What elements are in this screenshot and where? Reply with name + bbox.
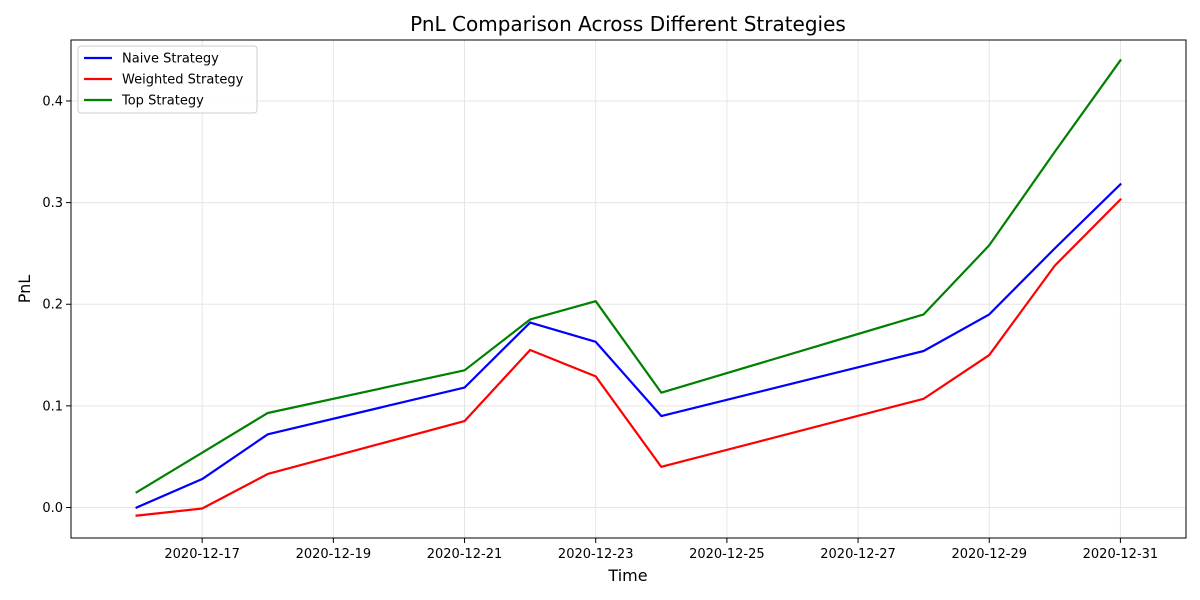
x-tick-label: 2020-12-23 [558, 547, 634, 562]
y-tick-label: 0.4 [42, 94, 63, 109]
y-axis-label: PnL [15, 275, 34, 304]
x-tick-label: 2020-12-29 [951, 547, 1027, 562]
x-tick-label: 2020-12-27 [820, 547, 896, 562]
series-lines [135, 58, 1122, 517]
y-tick-label: 0.3 [42, 196, 63, 211]
series-line-2 [135, 58, 1122, 494]
x-tick-label: 2020-12-17 [164, 547, 240, 562]
legend-label: Top Strategy [121, 94, 204, 109]
legend-label: Weighted Strategy [122, 73, 244, 88]
y-tick-label: 0.0 [42, 501, 63, 516]
grid-lines [71, 40, 1186, 538]
series-line-0 [135, 182, 1122, 509]
x-tick-label: 2020-12-25 [689, 547, 765, 562]
y-tick-label: 0.2 [42, 298, 63, 313]
plot-area-frame [70, 39, 1187, 539]
legend: Naive Strategy Weighted Strategy Top Strat… [77, 45, 258, 114]
chart-title: PnL Comparison Across Different Strategi… [410, 12, 846, 36]
legend-label: Naive Strategy [122, 52, 219, 67]
y-axis-ticks: 0.0 0.1 0.2 0.3 0.4 [42, 94, 71, 516]
legend-box [77, 45, 258, 114]
x-tick-label: 2020-12-31 [1083, 547, 1159, 562]
x-axis-ticks: 2020-12-17 2020-12-19 2020-12-21 2020-12-23… [164, 538, 1158, 562]
series-line-1 [135, 198, 1122, 517]
x-tick-label: 2020-12-19 [296, 547, 372, 562]
x-axis-label: Time [607, 566, 647, 585]
x-tick-label: 2020-12-21 [427, 547, 503, 562]
y-tick-label: 0.1 [42, 399, 63, 414]
